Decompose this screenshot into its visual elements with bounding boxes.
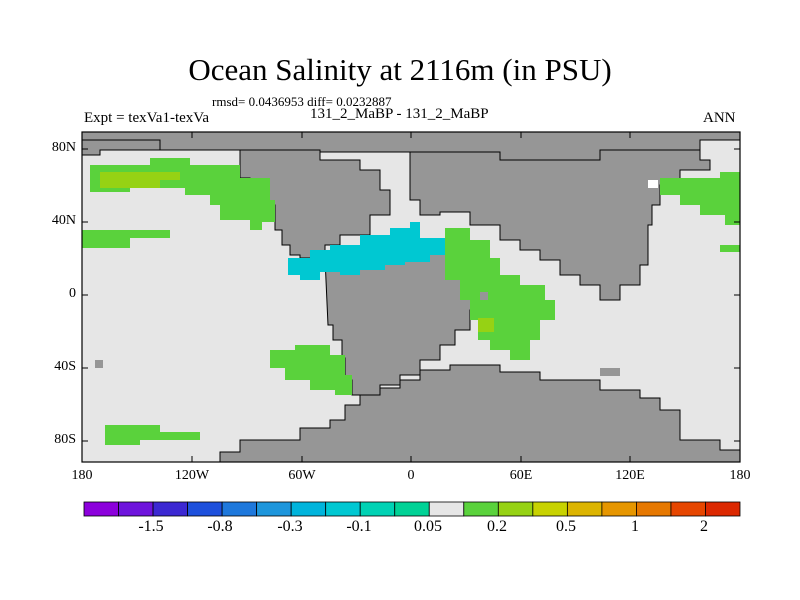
colorbar-box [394, 501, 430, 517]
colorbar-box [290, 501, 327, 517]
colorbar-box [152, 501, 188, 517]
patch-south-pacific [105, 425, 200, 445]
land-antarctica [219, 364, 741, 463]
page-title: Ocean Salinity at 2116m (in PSU) [188, 52, 612, 87]
land-layer [81, 131, 741, 463]
colorbar-box [463, 501, 499, 517]
colorbar-box [83, 501, 119, 517]
speck-5 [648, 180, 658, 188]
colorbar-box [359, 501, 396, 517]
xtick-label: 180 [729, 468, 751, 483]
colorbar-label: 0.2 [487, 518, 507, 535]
colorbar-label: -1.5 [138, 518, 164, 535]
ytick-label: 0 [69, 286, 76, 301]
tick-marks [82, 132, 740, 462]
ytick-label: 40S [54, 359, 76, 374]
patch-north-pacific-inner [100, 172, 180, 188]
colorbar-box [428, 501, 465, 517]
speck-4 [430, 376, 440, 384]
patch-tethys-east [445, 228, 555, 360]
patch-southeast-pacific [270, 345, 352, 395]
land-eurasia [409, 149, 711, 301]
speck-1 [95, 360, 103, 368]
colorbar-box [221, 501, 258, 517]
difference-patches [82, 158, 740, 445]
colorbar [83, 501, 741, 517]
xtick-label: 60W [288, 468, 316, 483]
colorbar-label: 2 [700, 518, 708, 535]
xtick-label: 120W [174, 468, 210, 483]
speck-2 [600, 368, 620, 376]
patch-east-margin [720, 245, 740, 252]
xtick-label: 120E [615, 468, 645, 483]
ytick-label: 80S [54, 432, 76, 447]
season-label: ANN [703, 110, 736, 126]
colorbar-label: -0.8 [207, 518, 233, 535]
colorbar-box [497, 501, 534, 517]
colorbar-box [566, 501, 603, 517]
colorbar-box [256, 501, 292, 517]
cases-label: 131_2_MaBP - 131_2_MaBP [310, 106, 489, 122]
speck-3 [480, 292, 488, 300]
colorbar-box [670, 501, 706, 517]
xtick-label: 0 [407, 468, 415, 483]
stats-text: rmsd= 0.0436953 diff= 0.0232887 [212, 94, 392, 109]
ytick-label: 40N [51, 213, 76, 228]
colorbar-box [325, 501, 361, 517]
colorbar-label: -0.1 [346, 518, 372, 535]
experiment-label: Expt = texVa1-texVa [84, 110, 210, 126]
ytick-label: 80N [51, 140, 76, 155]
patch-tethys-cyan [288, 222, 445, 280]
colorbar-box [601, 501, 637, 517]
patch-north-atlantic [660, 172, 740, 225]
colorbar-label: 0.5 [556, 518, 576, 535]
colorbar-box [532, 501, 568, 517]
xtick-label: 60E [509, 468, 533, 483]
colorbar-label: 0.05 [414, 518, 442, 535]
xtick-label: 180 [71, 468, 93, 483]
colorbar-box [705, 501, 741, 517]
patch-tethys-east-inner [478, 318, 494, 332]
patch-west-pacific [82, 230, 170, 248]
colorbar-label: 1 [631, 518, 639, 535]
colorbar-box [636, 501, 672, 517]
colorbar-box [187, 501, 223, 517]
colorbar-box [118, 501, 154, 517]
colorbar-label: -0.3 [277, 518, 303, 535]
